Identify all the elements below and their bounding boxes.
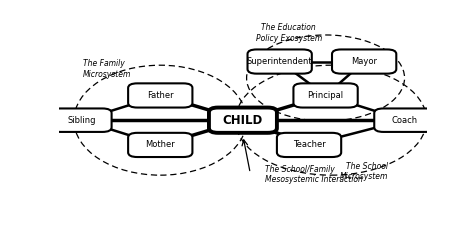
- Text: Sibling: Sibling: [67, 116, 96, 125]
- Text: Teacher: Teacher: [292, 140, 326, 149]
- FancyBboxPatch shape: [293, 83, 358, 108]
- Text: The Family
Microsystem: The Family Microsystem: [83, 59, 131, 79]
- Text: Father: Father: [147, 91, 173, 100]
- Text: CHILD: CHILD: [223, 114, 263, 127]
- Text: The School/Family
Mesosystemic Interaction: The School/Family Mesosystemic Interacti…: [265, 165, 363, 184]
- FancyBboxPatch shape: [128, 133, 192, 157]
- Text: Mayor: Mayor: [351, 57, 377, 66]
- FancyBboxPatch shape: [277, 133, 341, 157]
- FancyBboxPatch shape: [51, 109, 111, 132]
- FancyBboxPatch shape: [247, 50, 312, 74]
- Text: Mother: Mother: [146, 140, 175, 149]
- FancyBboxPatch shape: [332, 50, 396, 74]
- FancyBboxPatch shape: [374, 109, 435, 132]
- Text: Superintendent: Superintendent: [247, 57, 312, 66]
- FancyBboxPatch shape: [209, 108, 277, 133]
- Text: The School
Microsystem: The School Microsystem: [340, 162, 388, 181]
- Text: The Education
Policy Exosystem: The Education Policy Exosystem: [255, 23, 322, 43]
- FancyBboxPatch shape: [128, 83, 192, 108]
- Text: Principal: Principal: [308, 91, 344, 100]
- Text: Coach: Coach: [392, 116, 418, 125]
